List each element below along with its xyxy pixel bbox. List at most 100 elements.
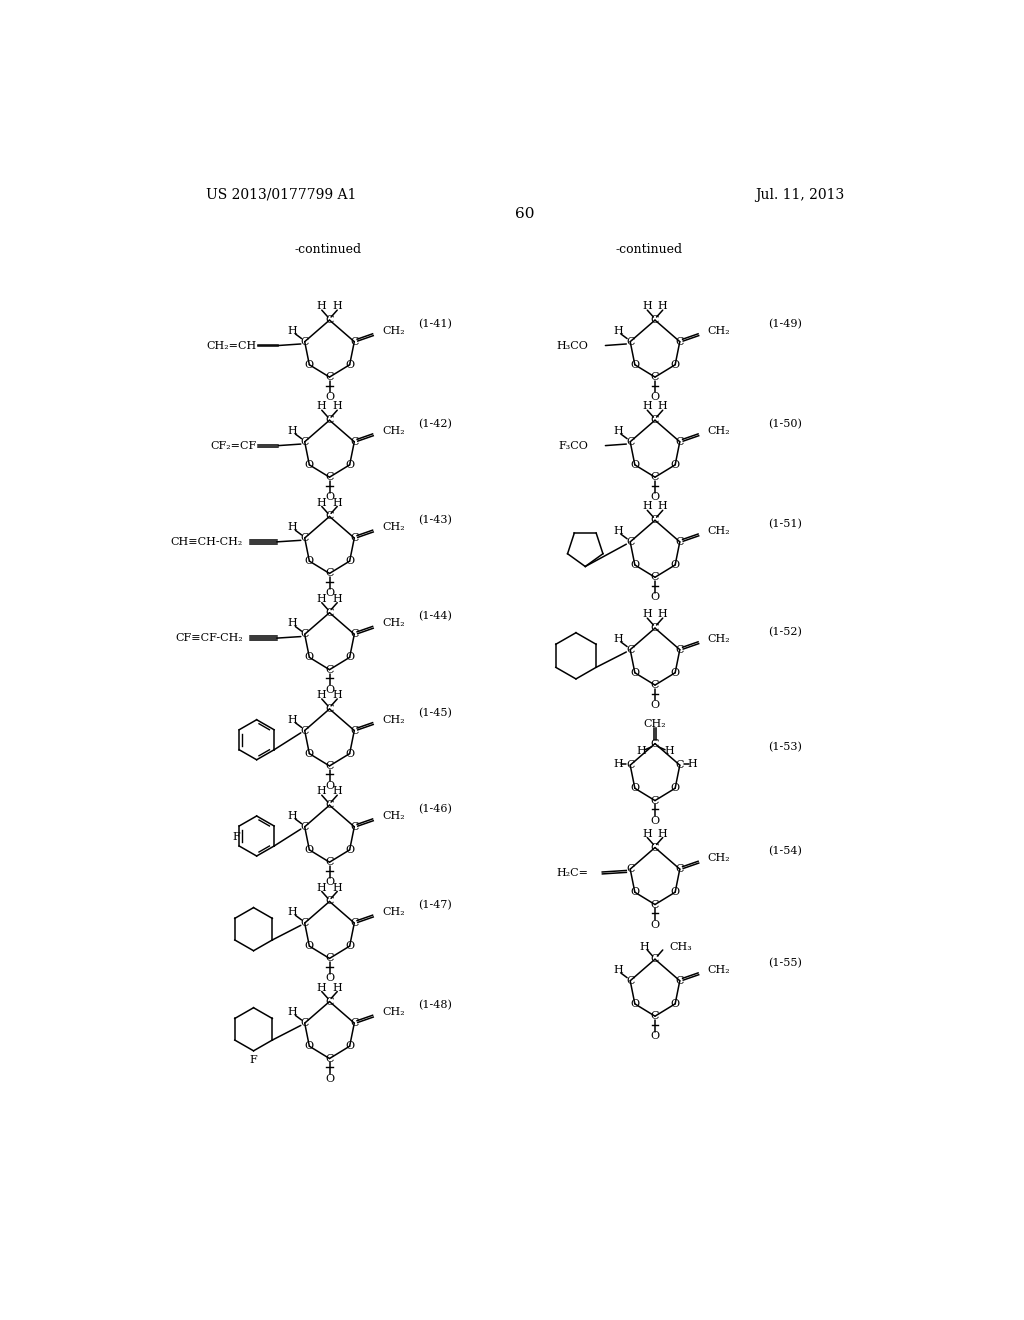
Text: H: H (642, 301, 652, 312)
Text: C: C (350, 917, 358, 928)
Text: CH₂: CH₂ (708, 326, 730, 335)
Text: H₂C=: H₂C= (556, 869, 589, 878)
Text: (1-45): (1-45) (418, 708, 452, 718)
Text: H: H (333, 982, 342, 993)
Text: C: C (326, 372, 334, 381)
Text: C: C (650, 842, 659, 853)
Text: C: C (300, 726, 309, 735)
Text: H: H (657, 610, 668, 619)
Text: C: C (300, 822, 309, 832)
Text: C: C (350, 437, 358, 446)
Text: F: F (250, 1055, 257, 1065)
Text: H: H (333, 883, 342, 892)
Text: H: H (288, 523, 297, 532)
Text: F: F (232, 832, 240, 842)
Text: O: O (631, 783, 639, 793)
Text: C: C (326, 569, 334, 578)
Text: O: O (305, 459, 314, 470)
Text: H: H (642, 829, 652, 838)
Text: CH₂: CH₂ (708, 426, 730, 436)
Text: O: O (305, 652, 314, 663)
Text: C: C (626, 760, 635, 770)
Text: O: O (305, 748, 314, 759)
Text: CH₂: CH₂ (382, 714, 404, 725)
Text: CH₂: CH₂ (708, 853, 730, 863)
Text: H: H (316, 594, 327, 603)
Text: H: H (333, 401, 342, 412)
Text: US 2013/0177799 A1: US 2013/0177799 A1 (206, 187, 356, 202)
Text: C: C (300, 1018, 309, 1028)
Text: C: C (676, 865, 684, 874)
Text: O: O (305, 845, 314, 855)
Text: O: O (325, 878, 334, 887)
Text: O: O (345, 1041, 354, 1051)
Text: O: O (650, 492, 659, 502)
Text: H: H (642, 401, 652, 412)
Text: O: O (671, 668, 680, 677)
Text: (1-52): (1-52) (768, 627, 802, 638)
Text: C: C (350, 726, 358, 735)
Text: H: H (333, 690, 342, 700)
Text: O: O (671, 560, 680, 570)
Text: O: O (325, 589, 334, 598)
Text: H: H (687, 759, 697, 768)
Text: C: C (326, 953, 334, 964)
Text: (1-41): (1-41) (418, 319, 452, 329)
Text: C: C (326, 473, 334, 482)
Text: O: O (631, 459, 639, 470)
Text: O: O (325, 685, 334, 694)
Text: C: C (326, 857, 334, 867)
Text: C: C (650, 623, 659, 634)
Text: C: C (650, 796, 659, 805)
Text: C: C (626, 975, 635, 986)
Text: C: C (650, 739, 659, 748)
Text: C: C (650, 473, 659, 482)
Text: Jul. 11, 2013: Jul. 11, 2013 (755, 187, 844, 202)
Text: H: H (316, 982, 327, 993)
Text: O: O (631, 560, 639, 570)
Text: (1-48): (1-48) (418, 1001, 452, 1011)
Text: (1-50): (1-50) (768, 418, 802, 429)
Text: O: O (345, 459, 354, 470)
Text: C: C (326, 607, 334, 618)
Text: H: H (613, 426, 623, 436)
Text: O: O (671, 360, 680, 370)
Text: C: C (326, 1053, 334, 1064)
Text: H: H (613, 965, 623, 975)
Text: H: H (613, 326, 623, 335)
Text: (1-53): (1-53) (768, 742, 802, 752)
Text: H: H (288, 907, 297, 917)
Text: C: C (650, 315, 659, 325)
Text: O: O (345, 652, 354, 663)
Text: -continued: -continued (615, 243, 682, 256)
Text: O: O (305, 1041, 314, 1051)
Text: O: O (345, 556, 354, 566)
Text: CH₂: CH₂ (708, 965, 730, 975)
Text: H: H (333, 301, 342, 312)
Text: CH≡CH-CH₂: CH≡CH-CH₂ (170, 537, 243, 546)
Text: H: H (333, 787, 342, 796)
Text: O: O (671, 783, 680, 793)
Text: CH₂: CH₂ (382, 619, 404, 628)
Text: C: C (350, 630, 358, 639)
Text: C: C (350, 533, 358, 543)
Text: C: C (300, 917, 309, 928)
Text: H: H (657, 401, 668, 412)
Text: H₃CO: H₃CO (556, 341, 589, 351)
Text: C: C (326, 760, 334, 771)
Text: H: H (288, 426, 297, 436)
Text: H: H (613, 759, 623, 768)
Text: H: H (288, 1007, 297, 1018)
Text: C: C (326, 665, 334, 675)
Text: O: O (631, 360, 639, 370)
Text: -continued: -continued (294, 243, 361, 256)
Text: C: C (326, 704, 334, 714)
Text: H: H (642, 610, 652, 619)
Text: CH₂=CH: CH₂=CH (207, 341, 257, 351)
Text: C: C (626, 337, 635, 347)
Text: CH₂: CH₂ (708, 527, 730, 536)
Text: C: C (326, 997, 334, 1007)
Text: O: O (671, 999, 680, 1008)
Text: (1-47): (1-47) (418, 900, 452, 911)
Text: H: H (288, 810, 297, 821)
